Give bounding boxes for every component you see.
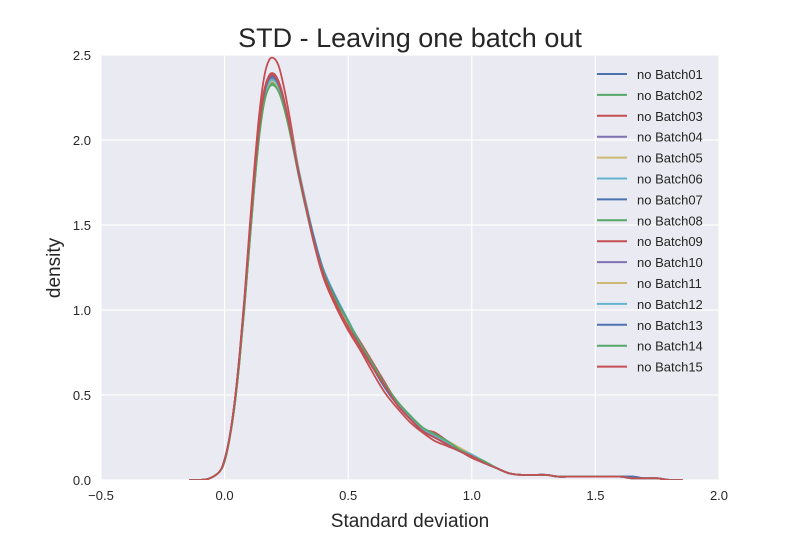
legend-item-no-batch09: no Batch09 xyxy=(597,234,703,249)
x-tick-label: 2.0 xyxy=(710,488,728,503)
legend-label: no Batch04 xyxy=(637,130,703,145)
legend-label: no Batch01 xyxy=(637,67,703,82)
legend-item-no-batch07: no Batch07 xyxy=(597,192,703,207)
legend-label: no Batch15 xyxy=(637,360,703,375)
legend-item-no-batch03: no Batch03 xyxy=(597,109,703,124)
y-tick-label: 1.0 xyxy=(73,303,91,318)
legend-label: no Batch07 xyxy=(637,192,703,207)
legend-item-no-batch08: no Batch08 xyxy=(597,213,703,228)
y-axis-label: density xyxy=(44,237,65,298)
legend-item-no-batch04: no Batch04 xyxy=(597,130,703,145)
legend: no Batch01 no Batch02 no Batch03 no Batch04… xyxy=(597,67,703,375)
legend-label: no Batch10 xyxy=(637,255,703,270)
x-tick-label: 1.5 xyxy=(586,488,604,503)
y-tick-label: 2.0 xyxy=(73,133,91,148)
grid xyxy=(100,54,720,481)
y-tick-label: 1.5 xyxy=(73,218,91,233)
x-tick-label: −0.5 xyxy=(88,488,114,503)
y-tick-label: 0.0 xyxy=(73,473,91,488)
legend-item-no-batch10: no Batch10 xyxy=(597,255,703,270)
legend-item-no-batch12: no Batch12 xyxy=(597,297,703,312)
legend-label: no Batch11 xyxy=(637,276,702,291)
legend-label: no Batch08 xyxy=(637,213,703,228)
plot-area xyxy=(101,55,719,480)
series-lines xyxy=(189,56,683,480)
legend-item-no-batch15: no Batch15 xyxy=(597,360,703,375)
legend-label: no Batch09 xyxy=(637,234,703,249)
legend-label: no Batch12 xyxy=(637,297,703,312)
x-tick-label: 0.0 xyxy=(216,488,234,503)
legend-label: no Batch03 xyxy=(637,109,703,124)
legend-item-no-batch05: no Batch05 xyxy=(597,151,703,166)
legend-item-no-batch01: no Batch01 xyxy=(597,67,703,82)
chart-title: STD - Leaving one batch out xyxy=(238,23,582,53)
legend-label: no Batch05 xyxy=(637,151,703,166)
y-tick-label: 2.5 xyxy=(73,48,91,63)
series-line-no-batch15 xyxy=(189,73,683,480)
legend-label: no Batch02 xyxy=(637,88,703,103)
tick-labels: −0.5 0.0 0.5 1.0 1.5 2.00.00.51.01.52.02.5 xyxy=(73,48,728,503)
legend-item-no-batch14: no Batch14 xyxy=(597,339,703,354)
legend-label: no Batch13 xyxy=(637,318,703,333)
legend-label: no Batch14 xyxy=(637,339,703,354)
legend-label: no Batch06 xyxy=(637,172,703,187)
x-tick-label: 1.0 xyxy=(463,488,481,503)
x-tick-label: 0.5 xyxy=(339,488,357,503)
x-axis-label: Standard deviation xyxy=(331,511,489,532)
legend-item-no-batch02: no Batch02 xyxy=(597,88,703,103)
legend-item-no-batch06: no Batch06 xyxy=(597,172,703,187)
y-tick-label: 0.5 xyxy=(73,388,91,403)
legend-item-no-batch11: no Batch11 xyxy=(597,276,702,291)
legend-item-no-batch13: no Batch13 xyxy=(597,318,703,333)
